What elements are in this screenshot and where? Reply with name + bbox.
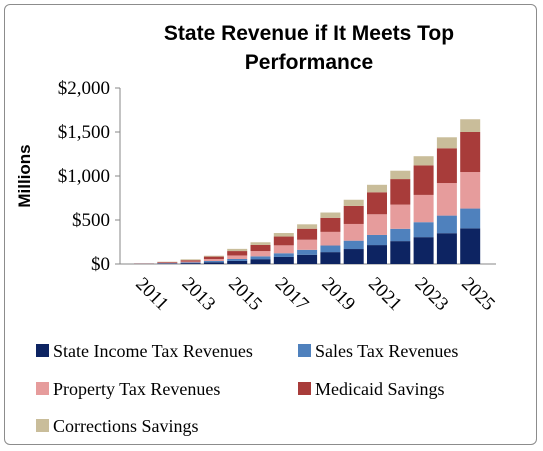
x-tick-label: 2017 — [271, 273, 313, 315]
bar-segment — [227, 260, 248, 264]
bar-segment — [436, 215, 457, 234]
x-tick-label: 2023 — [411, 273, 453, 315]
bar-segment — [436, 148, 457, 184]
bar-segment — [460, 172, 481, 209]
legend-swatch — [298, 382, 311, 395]
y-axis-label: Millions — [15, 144, 34, 207]
bar-segment — [273, 236, 294, 246]
bar-segment — [436, 137, 457, 149]
bar-segment — [180, 261, 201, 263]
bar-segment — [180, 260, 201, 262]
bar-segment — [297, 228, 318, 240]
bar-segment — [367, 234, 387, 246]
bar-segment — [320, 212, 341, 218]
bar-segment — [273, 233, 294, 237]
legend-swatch — [298, 344, 311, 357]
bar-segment — [273, 256, 294, 264]
y-tick-label: $1,500 — [58, 122, 110, 143]
legend-label: State Income Tax Revenues — [53, 341, 253, 361]
bar-segment — [390, 170, 411, 180]
plot-area: $0 $500 $1,000 $1,500 $2,000 2011 2013 2015 2017… — [58, 78, 499, 315]
legend-swatch — [36, 344, 49, 357]
legend: State Income Tax Revenues Sales Tax Reven… — [36, 341, 458, 436]
bar-segment — [250, 259, 271, 264]
bar-segment — [227, 248, 248, 252]
y-tick-label: $2,000 — [58, 78, 110, 99]
legend-label: Property Tax Revenues — [53, 379, 220, 399]
bar-segment — [203, 261, 224, 263]
x-tick-label: 2013 — [178, 273, 220, 315]
legend-swatch — [36, 382, 49, 395]
bar-segment — [297, 224, 318, 229]
bar-segment — [343, 199, 364, 206]
bar-segment — [250, 244, 271, 252]
bar-segment — [320, 217, 341, 232]
bar-segment — [436, 233, 457, 264]
bar-segment — [273, 245, 294, 254]
chart-title-line-1: State Revenue if It Meets Top — [164, 22, 454, 45]
bar-segment — [157, 262, 178, 263]
x-tick-label: 2019 — [317, 273, 359, 315]
chart-title-line-2: Performance — [245, 51, 373, 74]
bar-segment — [460, 208, 481, 229]
x-tick-label: 2011 — [131, 273, 172, 314]
bar-segment — [250, 242, 271, 245]
legend-label: Corrections Savings — [53, 416, 199, 436]
bar-segment — [413, 165, 434, 195]
bar-segment — [250, 256, 271, 260]
bar-segment — [297, 239, 318, 250]
bar-segment — [203, 262, 224, 264]
bar-segment — [343, 249, 364, 264]
x-tick-label: 2021 — [364, 273, 406, 315]
bar-segment — [203, 259, 224, 262]
bar-segment — [227, 251, 248, 256]
bar-segment — [343, 205, 364, 224]
y-tick-label: $500 — [72, 210, 110, 231]
bar-segment — [227, 255, 248, 259]
bar-segment — [367, 245, 387, 264]
bar-segment — [367, 214, 387, 235]
bar-segment — [460, 119, 481, 132]
bar-segment — [180, 263, 201, 264]
legend-label: Medicaid Savings — [315, 379, 444, 399]
bar-segment — [390, 241, 411, 264]
bar-segment — [250, 251, 271, 257]
bar-segment — [320, 231, 341, 246]
x-tick-label: 2015 — [224, 273, 266, 315]
bar-segment — [180, 259, 201, 261]
bar-segment — [180, 262, 201, 264]
bar-segment — [297, 249, 318, 255]
bar-segment — [413, 156, 434, 166]
bar-segment — [413, 237, 434, 264]
bar-segment — [413, 194, 434, 223]
bar-segment — [436, 183, 457, 216]
bar-segment — [460, 228, 481, 264]
y-tick-label: $0 — [91, 254, 110, 275]
bar-segment — [273, 253, 294, 257]
bar-segment — [320, 245, 341, 253]
bar-segment — [413, 222, 434, 238]
bar-segment — [203, 255, 224, 257]
bar-segment — [390, 204, 411, 229]
bar-segment — [367, 184, 387, 193]
x-tick-label: 2025 — [457, 273, 499, 315]
bar-segment — [367, 192, 387, 215]
bar-segment — [343, 223, 364, 241]
bar-segment — [227, 258, 248, 261]
bar-segment — [390, 179, 411, 205]
bar-segment — [320, 252, 341, 264]
bar-segment — [460, 132, 481, 173]
legend-label: Sales Tax Revenues — [315, 341, 458, 361]
y-tick-label: $1,000 — [58, 166, 110, 187]
bar-segment — [203, 256, 224, 260]
bar-segment — [297, 254, 318, 264]
bar-segment — [343, 240, 364, 250]
legend-swatch — [36, 419, 49, 432]
bar-segment — [390, 228, 411, 242]
